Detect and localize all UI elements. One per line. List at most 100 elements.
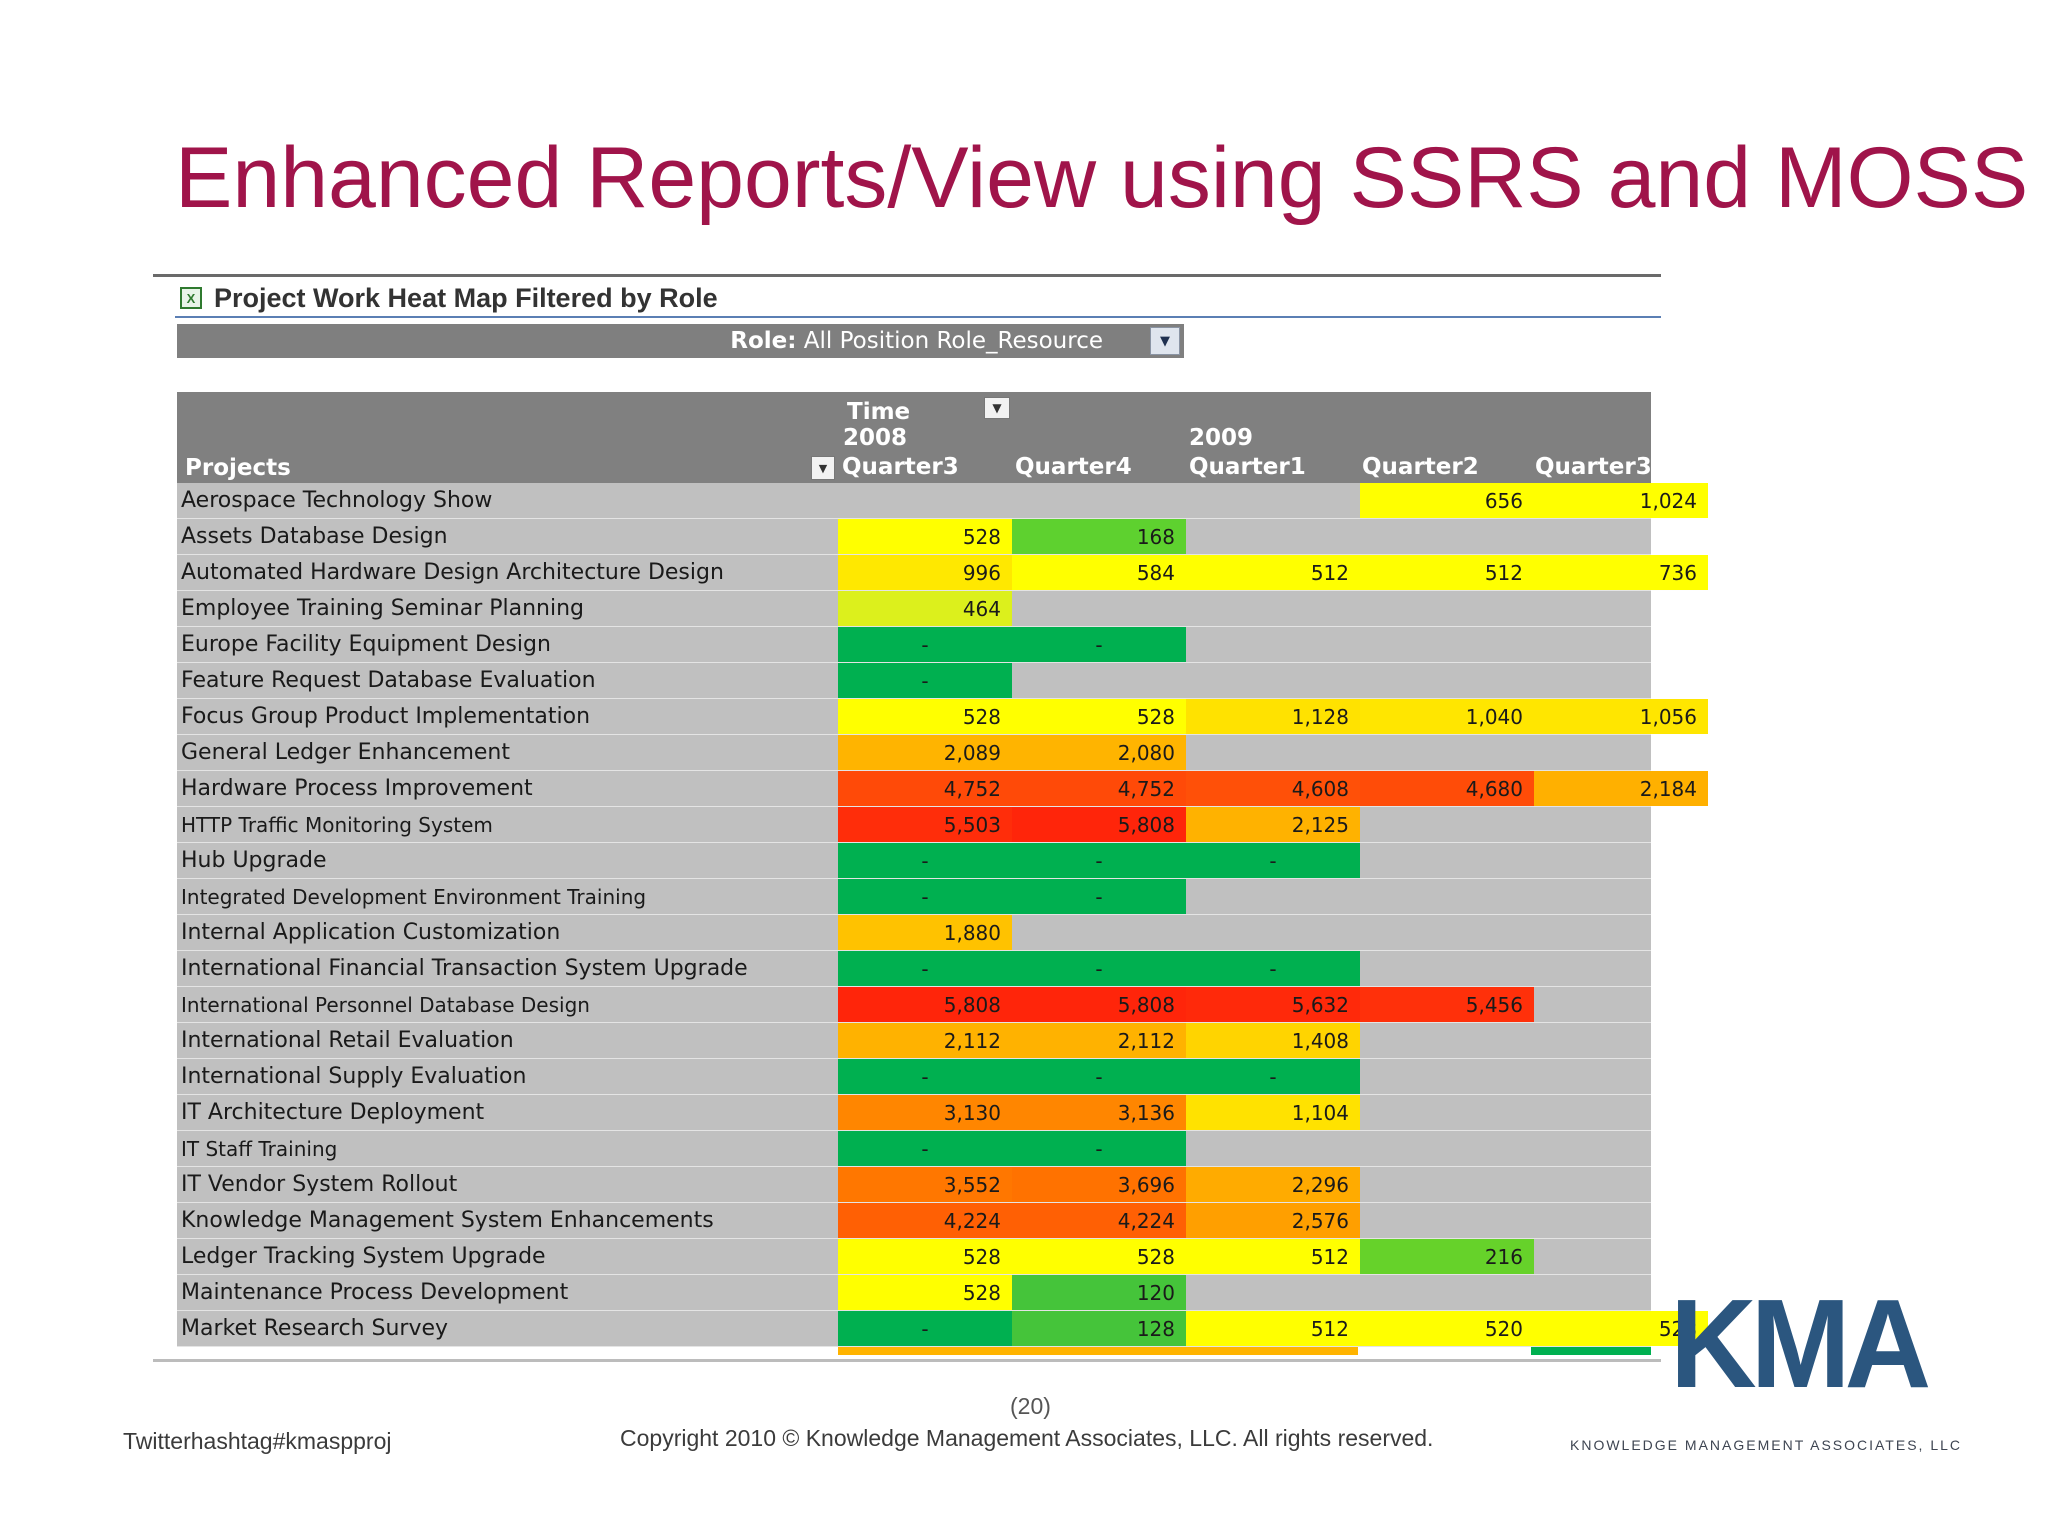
grid-header: Projects Time ▼ ▼ 2008 2009 Quarter3 Qua… (177, 392, 1652, 483)
heat-cell: - (838, 951, 1012, 986)
heat-cell: 5,808 (1012, 807, 1186, 842)
role-dropdown-button[interactable]: ▼ (1150, 327, 1180, 355)
heat-cell: 528 (1534, 1311, 1708, 1346)
role-filter-text: Role: All Position Role_Resource (730, 324, 1103, 358)
heat-cell (1534, 735, 1708, 770)
project-name[interactable]: Maintenance Process Development (181, 1280, 569, 1305)
heat-cell: 528 (838, 519, 1012, 554)
project-name[interactable]: Ledger Tracking System Upgrade (181, 1244, 546, 1269)
clipped-row-fragment (1531, 1347, 1651, 1355)
project-name[interactable]: International Personnel Database Design (181, 993, 590, 1017)
heat-cell (1534, 1239, 1708, 1274)
heat-cell (1534, 879, 1708, 914)
project-name[interactable]: Europe Facility Equipment Design (181, 632, 551, 657)
project-name[interactable]: Integrated Development Environment Train… (181, 885, 647, 909)
heat-cell: 512 (1186, 1311, 1360, 1346)
heat-cell: 3,696 (1012, 1167, 1186, 1202)
project-name[interactable]: International Retail Evaluation (181, 1028, 514, 1053)
projects-column-header: Projects (185, 455, 291, 481)
project-name[interactable]: HTTP Traffic Monitoring System (181, 813, 493, 837)
project-name[interactable]: Market Research Survey (181, 1316, 449, 1341)
heat-cell: 528 (1012, 1239, 1186, 1274)
heat-cell (1534, 1023, 1708, 1058)
project-name[interactable]: Automated Hardware Design Architecture D… (181, 560, 724, 585)
project-name[interactable]: Internal Application Customization (181, 920, 561, 945)
year-2009-header: 2009 (1189, 425, 1254, 451)
heat-cell (1012, 591, 1186, 626)
heat-cell: 512 (1186, 1239, 1360, 1274)
heat-cell: 2,089 (838, 735, 1012, 770)
heat-cell: - (1012, 879, 1186, 914)
project-name[interactable]: Assets Database Design (181, 524, 448, 549)
heat-cell (1534, 807, 1708, 842)
project-name[interactable]: IT Staff Training (181, 1137, 338, 1161)
table-row: Assets Database Design 528 168 (177, 519, 1651, 555)
heat-cell: 1,408 (1186, 1023, 1360, 1058)
project-name[interactable]: Hub Upgrade (181, 848, 327, 873)
table-row: IT Staff Training - - (177, 1131, 1651, 1167)
heat-cell (1360, 663, 1534, 698)
project-name[interactable]: International Supply Evaluation (181, 1064, 527, 1089)
heat-cell: - (1012, 843, 1186, 878)
column-header: Quarter4 (1015, 454, 1132, 480)
table-row: General Ledger Enhancement 2,089 2,080 (177, 735, 1651, 771)
heat-cell: - (838, 1059, 1012, 1094)
projects-filter-dropdown-icon[interactable]: ▼ (811, 456, 835, 480)
table-row: Focus Group Product Implementation 528 528… (177, 699, 1708, 735)
role-filter-label: Role: (730, 328, 797, 354)
project-name[interactable]: Aerospace Technology Show (181, 488, 493, 513)
heat-cell (1534, 987, 1708, 1022)
heat-cell: 1,128 (1186, 699, 1360, 734)
filter-icon[interactable]: ▼ (984, 397, 1010, 419)
heat-cell (1360, 1131, 1534, 1166)
heat-cell (1012, 663, 1186, 698)
heat-cell: 528 (838, 1239, 1012, 1274)
heat-cell: 4,752 (1012, 771, 1186, 806)
project-name[interactable]: International Financial Transaction Syst… (181, 956, 748, 981)
excel-sheet-icon: X (180, 287, 202, 309)
project-name[interactable]: Knowledge Management System Enhancements (181, 1208, 714, 1233)
project-name[interactable]: General Ledger Enhancement (181, 740, 510, 765)
heat-cell: 1,104 (1186, 1095, 1360, 1130)
project-name[interactable]: Feature Request Database Evaluation (181, 668, 596, 693)
project-name[interactable]: IT Vendor System Rollout (181, 1172, 458, 1197)
heat-cell (1360, 1203, 1534, 1238)
heat-cell: 5,503 (838, 807, 1012, 842)
heat-cell: 464 (838, 591, 1012, 626)
project-name[interactable]: Hardware Process Improvement (181, 776, 533, 801)
heat-cell: 528 (1012, 699, 1186, 734)
heat-cell: 1,040 (1360, 699, 1534, 734)
heat-cell: - (1186, 951, 1360, 986)
heat-cell: 3,130 (838, 1095, 1012, 1130)
heat-cell: - (838, 1311, 1012, 1346)
heat-cell (1534, 1203, 1708, 1238)
page-number: (20) (1010, 1393, 1051, 1419)
heat-cell (1186, 663, 1360, 698)
table-row: HTTP Traffic Monitoring System 5,503 5,808… (177, 807, 1651, 843)
column-header: Quarter3 (842, 454, 959, 480)
table-row: Employee Training Seminar Planning 464 (177, 591, 1651, 627)
heat-cell: - (838, 627, 1012, 662)
heat-cell: 128 (1012, 1311, 1186, 1346)
heat-cell: - (1012, 627, 1186, 662)
kma-logo: KMA (1670, 1273, 1931, 1415)
heat-cell (1360, 915, 1534, 950)
heat-cell (1360, 951, 1534, 986)
kma-company-name: KNOWLEDGE MANAGEMENT ASSOCIATES, LLC (1570, 1437, 1962, 1453)
heat-cell: 736 (1534, 555, 1708, 590)
heat-cell: 4,224 (1012, 1203, 1186, 1238)
heat-cell: - (1186, 843, 1360, 878)
heat-cell: 168 (1012, 519, 1186, 554)
table-row: Market Research Survey -128 512 520 528 (177, 1311, 1708, 1347)
heat-map-grid: Projects Time ▼ ▼ 2008 2009 Quarter3 Qua… (177, 392, 1708, 1347)
heat-cell (1186, 879, 1360, 914)
heat-cell: 2,184 (1534, 771, 1708, 806)
heat-cell (1360, 1275, 1534, 1310)
bottom-divider (153, 1359, 1661, 1362)
web-part-title: Project Work Heat Map Filtered by Role (214, 282, 718, 313)
heat-cell (1534, 1059, 1708, 1094)
project-name[interactable]: Focus Group Product Implementation (181, 704, 591, 729)
project-name[interactable]: IT Architecture Deployment (181, 1100, 485, 1125)
heat-cell (1534, 915, 1708, 950)
project-name[interactable]: Employee Training Seminar Planning (181, 596, 585, 621)
